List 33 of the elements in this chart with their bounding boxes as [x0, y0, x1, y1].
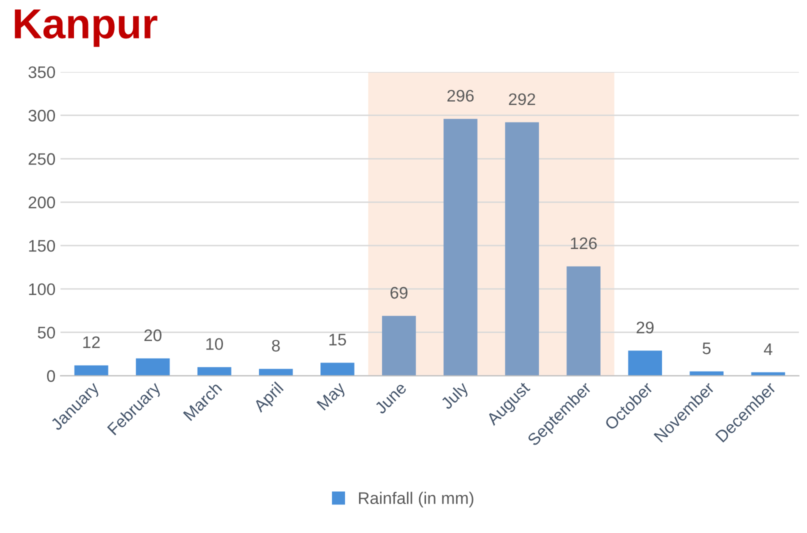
bar [444, 118, 478, 376]
y-tick-label: 0 [47, 370, 56, 382]
data-label: 292 [508, 93, 536, 106]
bar [197, 367, 232, 376]
legend-label: Rainfall (in mm) [359, 492, 474, 508]
data-label: 69 [390, 286, 408, 299]
data-label: 15 [329, 334, 346, 346]
data-label: 10 [206, 338, 223, 350]
y-tick-label: 300 [28, 110, 56, 122]
y-tick-label: 150 [29, 240, 56, 252]
bar [505, 122, 539, 376]
y-tick-label: 50 [38, 326, 56, 339]
chart-title: Kanpur [14, 10, 158, 47]
bar [136, 358, 170, 376]
bar [382, 316, 416, 376]
data-label: 8 [272, 340, 280, 352]
data-label: 5 [702, 342, 711, 354]
x-tick-label: May [316, 381, 348, 413]
data-label: 20 [144, 329, 162, 342]
y-tick-label: 350 [28, 66, 56, 78]
bar [628, 350, 662, 376]
data-label: 12 [83, 336, 100, 348]
x-tick-label: July [440, 380, 472, 412]
bar [74, 365, 108, 376]
data-label: 126 [570, 237, 597, 250]
y-tick-label: 100 [29, 283, 56, 296]
data-label: 296 [447, 90, 474, 102]
bar [320, 362, 354, 376]
bar [566, 266, 600, 376]
data-label: 4 [764, 343, 772, 355]
data-label: 29 [636, 322, 654, 334]
y-tick-label: 200 [28, 196, 56, 208]
y-tick-label: 250 [28, 153, 56, 165]
